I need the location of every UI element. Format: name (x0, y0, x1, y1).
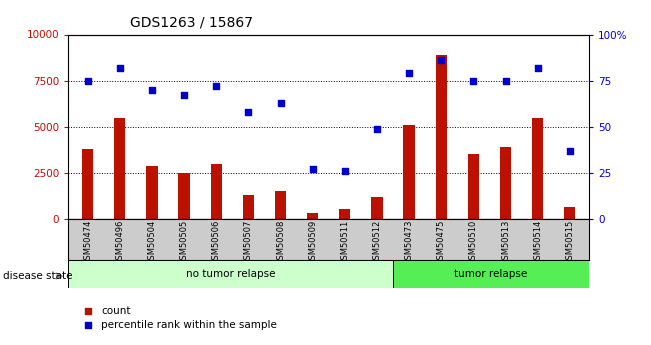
Text: GSM50508: GSM50508 (276, 220, 285, 265)
Point (146, 87, 157, 93)
Point (115, 65, 125, 70)
Text: GSM50504: GSM50504 (147, 220, 156, 265)
Bar (339, 209, 350, 219)
Bar (211, 164, 222, 219)
Point (564, 148, 575, 154)
Bar (68, 260, 393, 288)
Bar (500, 147, 511, 219)
Point (83, 322, 93, 328)
Point (340, 168, 350, 174)
Point (307, 167, 318, 172)
Text: GSM50475: GSM50475 (437, 220, 446, 265)
Text: count: count (101, 306, 130, 315)
Point (211, 83, 221, 89)
Text: GSM50512: GSM50512 (372, 220, 381, 265)
Text: GSM50496: GSM50496 (115, 220, 124, 265)
Text: disease state: disease state (3, 271, 73, 281)
Bar (114, 118, 126, 219)
Bar (393, 260, 589, 288)
Point (404, 70, 414, 76)
Bar (436, 55, 447, 219)
Text: GSM50514: GSM50514 (533, 220, 542, 265)
Text: GSM50505: GSM50505 (180, 220, 189, 265)
Point (501, 78, 511, 83)
Point (275, 100, 286, 106)
Point (468, 78, 478, 83)
Bar (146, 166, 158, 219)
Point (533, 65, 543, 70)
Bar (532, 118, 544, 219)
Text: GDS1263 / 15867: GDS1263 / 15867 (130, 16, 253, 30)
Text: GSM50513: GSM50513 (501, 220, 510, 265)
Bar (243, 195, 254, 219)
Text: GSM50510: GSM50510 (469, 220, 478, 265)
Point (436, 58, 447, 63)
Point (83, 78, 93, 83)
Point (243, 109, 254, 115)
Bar (82, 149, 93, 219)
Point (83, 308, 93, 313)
Text: GSM50511: GSM50511 (340, 220, 350, 265)
Bar (468, 155, 479, 219)
Bar (371, 197, 383, 219)
Bar (275, 191, 286, 219)
Bar (404, 125, 415, 219)
Text: percentile rank within the sample: percentile rank within the sample (101, 320, 277, 330)
Point (372, 126, 382, 131)
Text: GSM50474: GSM50474 (83, 220, 92, 265)
Point (179, 93, 189, 98)
Bar (178, 173, 189, 219)
Text: GSM50509: GSM50509 (308, 220, 317, 265)
Text: no tumor relapse: no tumor relapse (186, 269, 275, 279)
Text: tumor relapse: tumor relapse (454, 269, 528, 279)
Text: GSM50506: GSM50506 (212, 220, 221, 265)
Text: GSM50507: GSM50507 (244, 220, 253, 265)
Bar (564, 207, 575, 219)
Text: GSM50515: GSM50515 (565, 220, 574, 265)
Bar (307, 213, 318, 219)
Text: GSM50473: GSM50473 (405, 220, 413, 265)
